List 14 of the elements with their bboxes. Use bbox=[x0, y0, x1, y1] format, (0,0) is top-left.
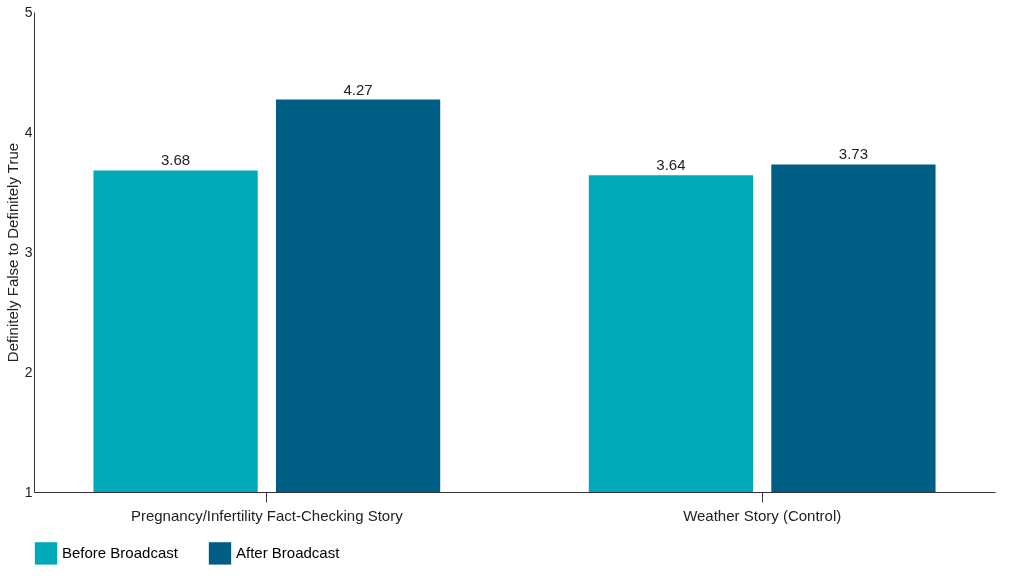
x-tick-label: Weather Story (Control) bbox=[683, 506, 842, 524]
data-label: 3.73 bbox=[838, 145, 869, 163]
x-tick-label: Pregnancy/Infertility Fact-Checking Story bbox=[130, 506, 404, 524]
y-tick-label: 3 bbox=[24, 243, 33, 260]
y-tick-label: 2 bbox=[24, 363, 33, 380]
data-label: 3.64 bbox=[656, 156, 686, 174]
y-tick-label: 1 bbox=[24, 483, 33, 500]
y-tick-label: 5 bbox=[24, 3, 33, 20]
data-label: 4.27 bbox=[343, 80, 373, 98]
y-tick-label: 4 bbox=[24, 123, 33, 140]
y-axis-title: Definitely False to Definitely True bbox=[3, 142, 21, 363]
legend-label: After Broadcast bbox=[236, 544, 341, 562]
data-label: 3.68 bbox=[160, 151, 191, 169]
legend-label: Before Broadcast bbox=[62, 544, 179, 562]
